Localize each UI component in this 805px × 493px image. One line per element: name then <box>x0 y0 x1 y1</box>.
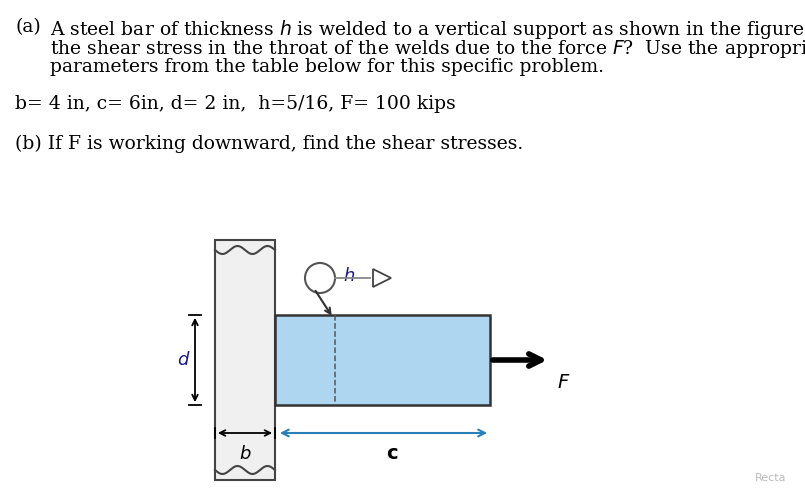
Text: $h$: $h$ <box>343 267 355 285</box>
Text: the shear stress in the throat of the welds due to the force $F$?  Use the appro: the shear stress in the throat of the we… <box>50 38 805 60</box>
Bar <box>215 240 275 480</box>
Text: Recta: Recta <box>755 473 786 483</box>
Text: (b) If F is working downward, find the shear stresses.: (b) If F is working downward, find the s… <box>15 135 523 153</box>
Bar <box>275 315 490 405</box>
Text: $F$: $F$ <box>557 374 571 392</box>
Text: b= 4 in, c= 6in, d= 2 in,  h=5/16, F= 100 kips: b= 4 in, c= 6in, d= 2 in, h=5/16, F= 100… <box>15 95 456 113</box>
Text: $b$: $b$ <box>239 445 251 463</box>
Text: A steel bar of thickness $h$ is welded to a vertical support as shown in the fig: A steel bar of thickness $h$ is welded t… <box>50 18 805 41</box>
Text: parameters from the table below for this specific problem.: parameters from the table below for this… <box>50 58 604 76</box>
Text: (a): (a) <box>15 18 41 36</box>
Text: $d$: $d$ <box>176 351 190 369</box>
Text: $\mathbf{c}$: $\mathbf{c}$ <box>386 445 398 463</box>
